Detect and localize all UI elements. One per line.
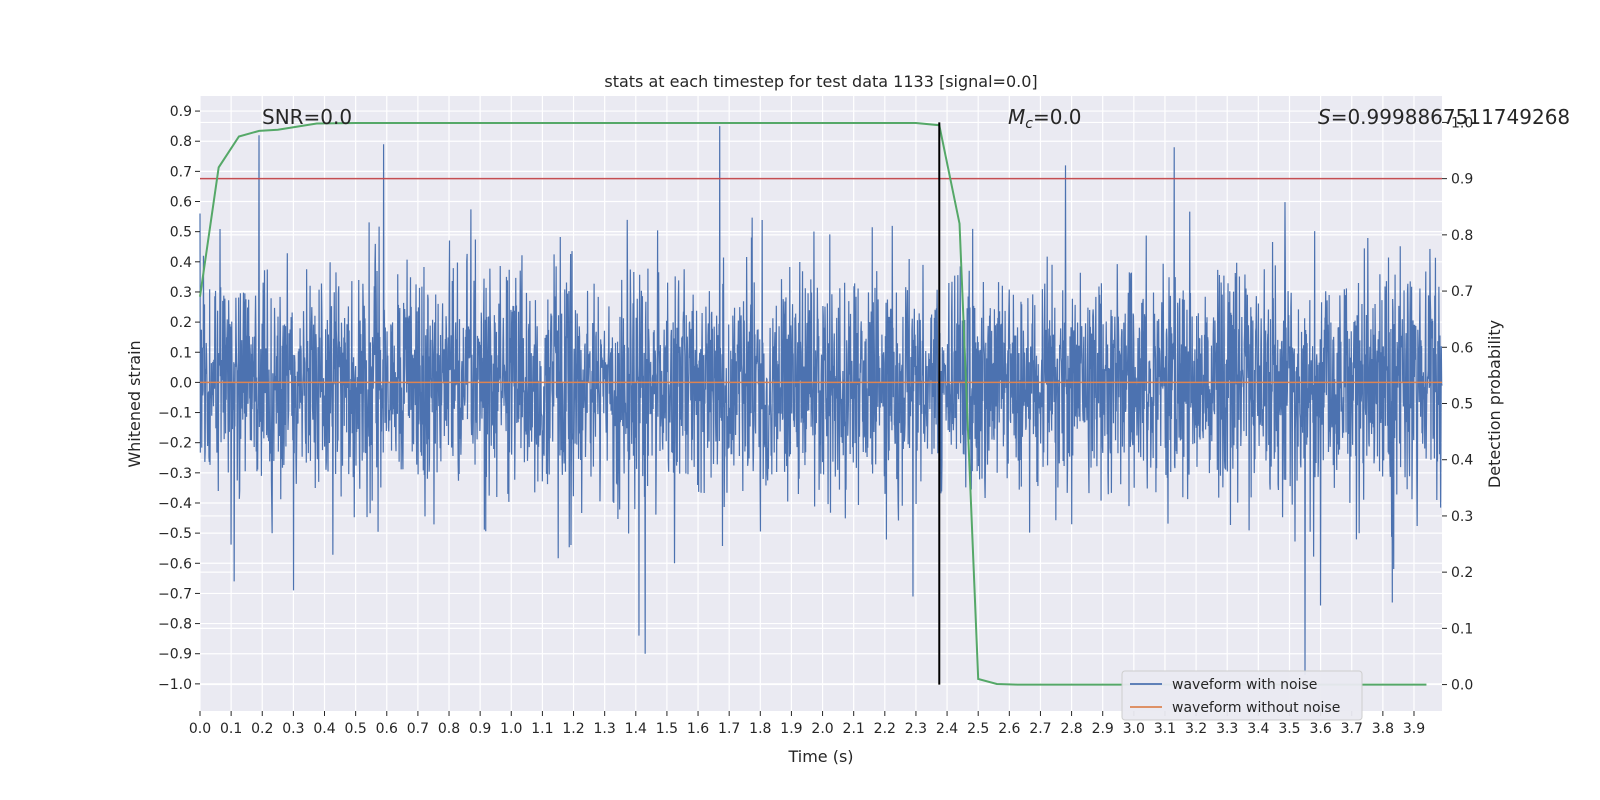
probability-trace [199,121,1427,686]
y-tick-label: −0.7 [158,586,192,602]
mc-subscript: c [1025,116,1033,132]
mc-annotation: Mc=0.0 [1008,105,1082,132]
y-tick-label: −0.1 [158,406,192,422]
s-annotation: S=0.9998867511749268 [1318,105,1570,129]
y-tick-label: −1.0 [158,677,192,693]
x-tick-label: 2.7 [1029,721,1051,737]
x-tick-label: 1.6 [687,721,709,737]
y2-tick-label: 0.1 [1451,621,1473,637]
y2-tick-label: 0.0 [1451,678,1473,694]
x-tick-label: 2.4 [936,721,958,737]
y-tick-label: 0.9 [170,104,192,120]
x-tick-label: 3.5 [1278,721,1300,737]
y-tick-label: −0.3 [158,466,192,482]
x-tick-label: 0.1 [220,721,242,737]
x-tick-label: 0.6 [376,721,398,737]
y-tick-label: 0.6 [170,195,192,211]
y-tick-label: 0.5 [170,225,192,241]
x-tick-label: 1.9 [780,721,802,737]
x-tick-label: 1.5 [656,721,678,737]
x-tick-label: 0.3 [282,721,304,737]
x-tick-label: 0.7 [407,721,429,737]
y-tick-label: −0.2 [158,436,192,452]
x-tick-label: 0.9 [469,721,491,737]
y-tick-label: −0.5 [158,526,192,542]
chart-title: stats at each timestep for test data 113… [604,72,1037,91]
y-tick-label: 0.1 [170,345,192,361]
y2-axis-label: Detection probability [1485,320,1504,488]
y2-tick-label: 0.7 [1451,284,1473,300]
x-tick-label: 3.8 [1372,721,1394,737]
x-tick-label: 1.8 [749,721,771,737]
y-tick-label: −0.6 [158,556,192,572]
x-tick-label: 1.4 [625,721,647,737]
legend-box [1121,670,1363,721]
y2-tick-label: 0.6 [1451,340,1473,356]
s-value: =0.9998867511749268 [1331,105,1570,129]
x-tick-label: 0.4 [313,721,335,737]
x-tick-label: 1.2 [562,721,584,737]
legend: waveform with noise waveform without noi… [1121,670,1363,721]
x-tick-label: 3.7 [1341,721,1363,737]
x-tick-label: 1.3 [594,721,616,737]
y-tick-label: 0.0 [170,375,192,391]
mc-prefix: M [1008,105,1025,129]
x-tick-label: 1.7 [718,721,740,737]
series-waveform-with-noise [199,126,1443,675]
noise-trace [199,126,1443,675]
x-tick-label: 3.0 [1123,721,1145,737]
x-tick-label: 0.2 [251,721,273,737]
y-tick-label: 0.4 [170,255,192,271]
y2-tick-label: 1.0 [1451,115,1473,131]
x-tick-label: 3.6 [1309,721,1331,737]
series-detection-probability [199,121,1427,686]
x-tick-label: 1.0 [500,721,522,737]
x-tick-label: 2.9 [1092,721,1114,737]
y-tick-label: 0.8 [170,134,192,150]
y2-tick-label: 0.3 [1451,509,1473,525]
x-tick-label: 2.8 [1060,721,1082,737]
legend-label-clean: waveform without noise [1172,700,1340,716]
x-tick-label: 3.9 [1403,721,1425,737]
x-axis-label: Time (s) [787,747,853,766]
y-tick-label: −0.9 [158,647,192,663]
x-tick-label: 2.0 [811,721,833,737]
y-axis-label: Whitened strain [125,340,144,467]
y-tick-label: 0.7 [170,164,192,180]
x-tick-label: 2.3 [905,721,927,737]
x-tick-label: 0.0 [189,721,211,737]
x-tick-label: 1.1 [531,721,553,737]
y2-tick-label: 0.4 [1451,453,1473,469]
x-tick-label: 0.5 [345,721,367,737]
x-tick-label: 2.5 [967,721,989,737]
mc-value: =0.0 [1033,105,1082,129]
y-tick-label: −0.8 [158,617,192,633]
snr-annotation: SNR=0.0 [262,105,352,129]
y-tick-label: −0.4 [158,496,192,512]
x-tick-label: 0.8 [438,721,460,737]
y2-tick-label: 0.9 [1451,172,1473,188]
y2-tick-label: 0.8 [1451,228,1473,244]
ticks: 0.0 0.1 0.2 0.3 0.4 0.5 0.6 0.7 0.8 0.9 1.0 1.1 1.2 1… [158,104,1473,737]
y-tick-label: 0.2 [170,315,192,331]
x-tick-label: 2.1 [843,721,865,737]
x-tick-label: 3.3 [1216,721,1238,737]
x-tick-label: 2.6 [998,721,1020,737]
x-tick-label: 3.4 [1247,721,1269,737]
s-prefix: S [1318,105,1331,129]
x-tick-label: 2.2 [874,721,896,737]
x-tick-label: 3.2 [1185,721,1207,737]
y-tick-label: 0.3 [170,285,192,301]
legend-label-noise: waveform with noise [1172,677,1317,693]
y2-tick-label: 0.2 [1451,565,1473,581]
x-tick-label: 3.1 [1154,721,1176,737]
y2-tick-label: 0.5 [1451,397,1473,413]
